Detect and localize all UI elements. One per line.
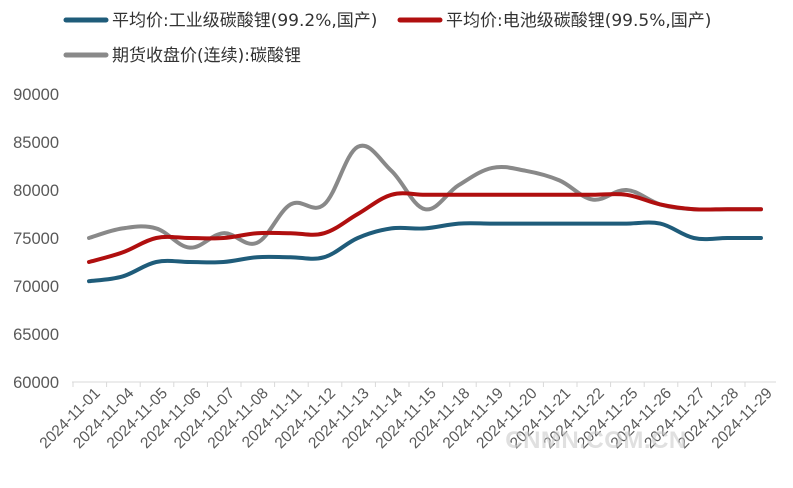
- legend-label: 期货收盘价(连续):碳酸锂: [112, 46, 301, 66]
- y-tick-label: 65000: [13, 326, 59, 344]
- legend-item-battery-grade: 平均价:电池级碳酸锂(99.5%,国产): [397, 11, 711, 31]
- series-lines: [87, 143, 763, 284]
- y-tick-label: 90000: [13, 86, 59, 104]
- y-tick-label: 60000: [13, 374, 59, 392]
- legend-label: 平均价:工业级碳酸锂(99.2%,国产): [112, 11, 377, 31]
- y-tick-label: 70000: [13, 278, 59, 296]
- y-tick-label: 80000: [13, 182, 59, 200]
- legend-item-industrial-grade: 平均价:工业级碳酸锂(99.2%,国产): [63, 11, 377, 31]
- y-tick-label: 75000: [13, 230, 59, 248]
- series-line-industrial-grade: [87, 220, 763, 284]
- y-tick-label: 85000: [13, 134, 59, 152]
- legend-label: 平均价:电池级碳酸锂(99.5%,国产): [446, 11, 711, 31]
- watermark-text: CNMN.COM.CN: [505, 427, 686, 454]
- legend-item-futures: 期货收盘价(连续):碳酸锂: [63, 46, 301, 66]
- series-line-battery-grade: [87, 191, 763, 264]
- legend: 平均价:工业级碳酸锂(99.2%,国产) 平均价:电池级碳酸锂(99.5%,国产)…: [63, 11, 711, 66]
- y-axis: 60000 65000 70000 75000 80000 85000 90000: [13, 86, 59, 392]
